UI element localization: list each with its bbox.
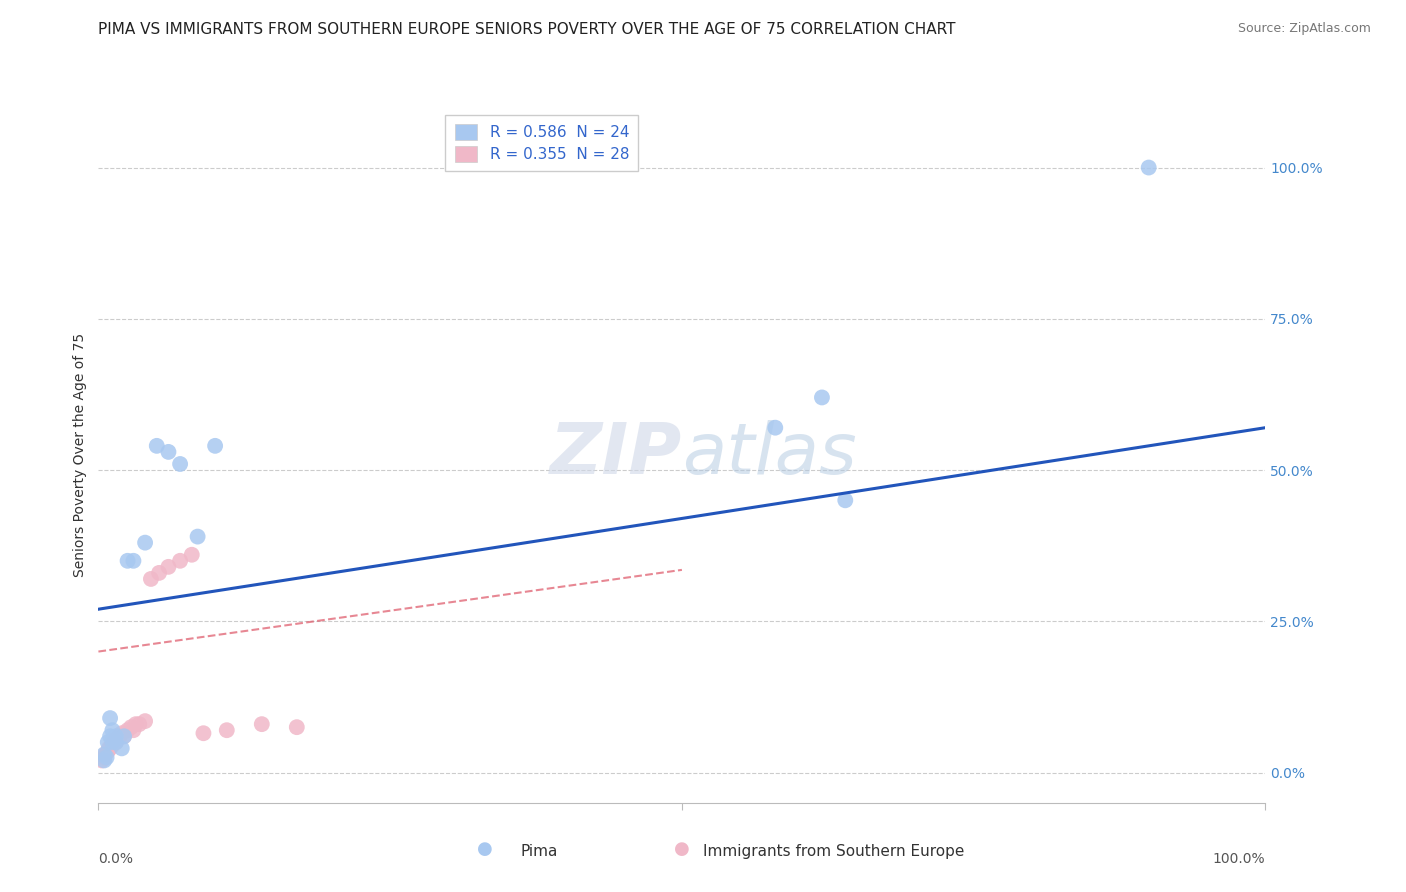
Point (111, 741, 134, 756)
Text: Source: ZipAtlas.com: Source: ZipAtlas.com (1237, 22, 1371, 36)
Point (157, 559, 180, 574)
Legend: R = 0.586  N = 24, R = 0.355  N = 28: R = 0.586 N = 24, R = 0.355 N = 28 (446, 115, 638, 171)
Text: Immigrants from Southern Europe: Immigrants from Southern Europe (703, 845, 965, 859)
Point (103, 735, 125, 749)
Text: PIMA VS IMMIGRANTS FROM SOUTHERN EUROPE SENIORS POVERTY OVER THE AGE OF 75 CORRE: PIMA VS IMMIGRANTS FROM SOUTHERN EUROPE … (98, 22, 956, 37)
Point (104, 735, 127, 749)
Point (93, 754, 115, 768)
Point (120, 720, 142, 734)
Point (94, 747, 117, 762)
Point (134, 714, 156, 728)
Point (122, 723, 145, 738)
Text: ZIP: ZIP (550, 420, 682, 490)
Point (117, 723, 139, 738)
Y-axis label: Seniors Poverty Over the Age of 75: Seniors Poverty Over the Age of 75 (73, 333, 87, 577)
Point (90, 754, 112, 768)
Point (112, 729, 135, 743)
Point (146, 439, 169, 453)
Point (180, 548, 202, 562)
Point (104, 735, 127, 749)
Point (117, 554, 139, 568)
Point (169, 457, 191, 471)
Text: atlas: atlas (682, 420, 856, 490)
Text: Pima: Pima (520, 845, 558, 859)
Point (97, 735, 120, 749)
Point (101, 739, 124, 753)
Point (97, 741, 120, 756)
Point (122, 554, 145, 568)
Text: 100.0%: 100.0% (1213, 852, 1265, 865)
Point (128, 717, 150, 731)
Point (104, 732, 127, 747)
Point (187, 530, 209, 544)
Point (125, 717, 148, 731)
Point (98, 711, 121, 725)
Point (134, 535, 156, 549)
Point (193, 726, 215, 740)
Point (763, 420, 786, 434)
Point (139, 572, 162, 586)
Point (98, 729, 121, 743)
Point (96, 750, 118, 764)
Point (93, 750, 115, 764)
Point (157, 445, 180, 459)
Point (834, 493, 856, 508)
Point (1137, 161, 1160, 175)
Text: 0.0%: 0.0% (98, 852, 134, 865)
Point (111, 726, 134, 740)
Point (250, 717, 273, 731)
Point (285, 720, 308, 734)
Point (215, 723, 238, 738)
Point (112, 729, 135, 743)
Text: ●: ● (477, 840, 494, 858)
Point (811, 391, 834, 405)
Point (97, 744, 120, 758)
Point (108, 729, 131, 743)
Point (101, 723, 124, 738)
Point (93, 747, 115, 762)
Text: ●: ● (673, 840, 690, 858)
Point (98, 741, 121, 756)
Point (101, 735, 124, 749)
Point (204, 439, 226, 453)
Point (169, 554, 191, 568)
Point (104, 729, 127, 743)
Point (148, 566, 170, 580)
